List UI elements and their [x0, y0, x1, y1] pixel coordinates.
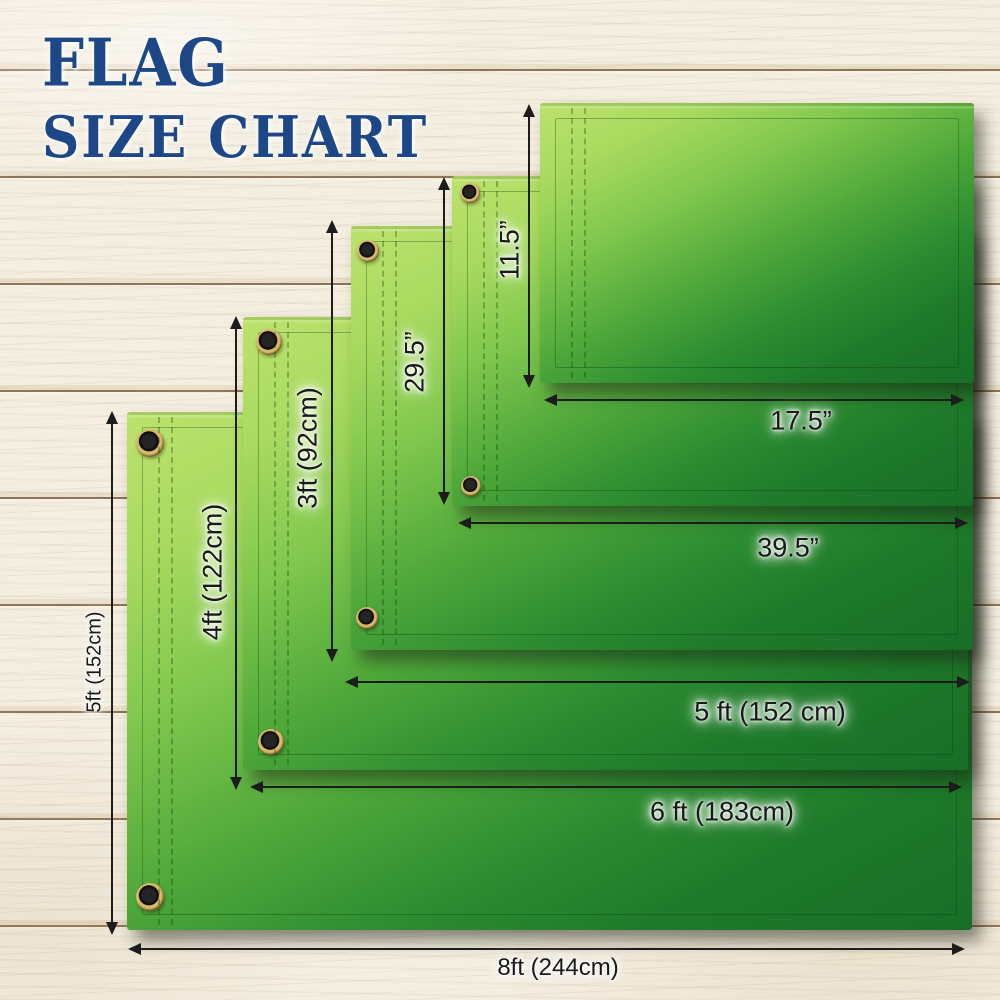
height-label-11.5in: 11.5” — [494, 220, 525, 280]
width-label-6ft: 6 ft (183cm) — [649, 796, 795, 827]
width-measure-arrow-5ft — [345, 676, 970, 688]
grommet-icon — [258, 729, 284, 755]
width-measure-arrow-6ft — [250, 781, 962, 793]
width-label-8ft: 8ft (244cm) — [497, 954, 619, 981]
height-measure-arrow-3ft — [326, 220, 338, 662]
page-title-line-2: SIZE CHART — [42, 103, 429, 171]
height-measure-arrow-29.5in — [438, 177, 450, 505]
height-measure-arrow-11.5in — [523, 104, 535, 388]
height-label-29.5in: 29.5” — [399, 331, 430, 393]
height-measure-arrow-4ft — [230, 316, 242, 790]
width-measure-arrow-17.5in — [544, 394, 964, 406]
grommet-icon — [136, 429, 164, 457]
grommet-icon — [356, 607, 378, 629]
grommet-icon — [357, 240, 379, 262]
grommet-icon — [256, 329, 282, 355]
height-label-3ft: 3ft (92cm) — [292, 387, 323, 509]
height-measure-arrow-5ft — [106, 411, 118, 935]
width-measure-arrow-8ft — [128, 943, 965, 955]
width-label-39.5in: 39.5” — [757, 532, 819, 563]
grommet-icon — [460, 183, 480, 203]
width-measure-arrow-39.5in — [458, 517, 968, 529]
width-label-5ft: 5 ft (152 cm) — [694, 696, 846, 727]
grommet-icon — [136, 883, 164, 911]
page-title-line-1: FLAG — [42, 24, 230, 101]
width-label-17.5in: 17.5” — [770, 405, 832, 436]
height-label-4ft: 4ft (122cm) — [197, 503, 228, 641]
flag-11.5in-x-17.5in — [540, 103, 974, 383]
height-label-5ft: 5ft (152cm) — [83, 611, 106, 713]
grommet-icon — [461, 476, 481, 496]
